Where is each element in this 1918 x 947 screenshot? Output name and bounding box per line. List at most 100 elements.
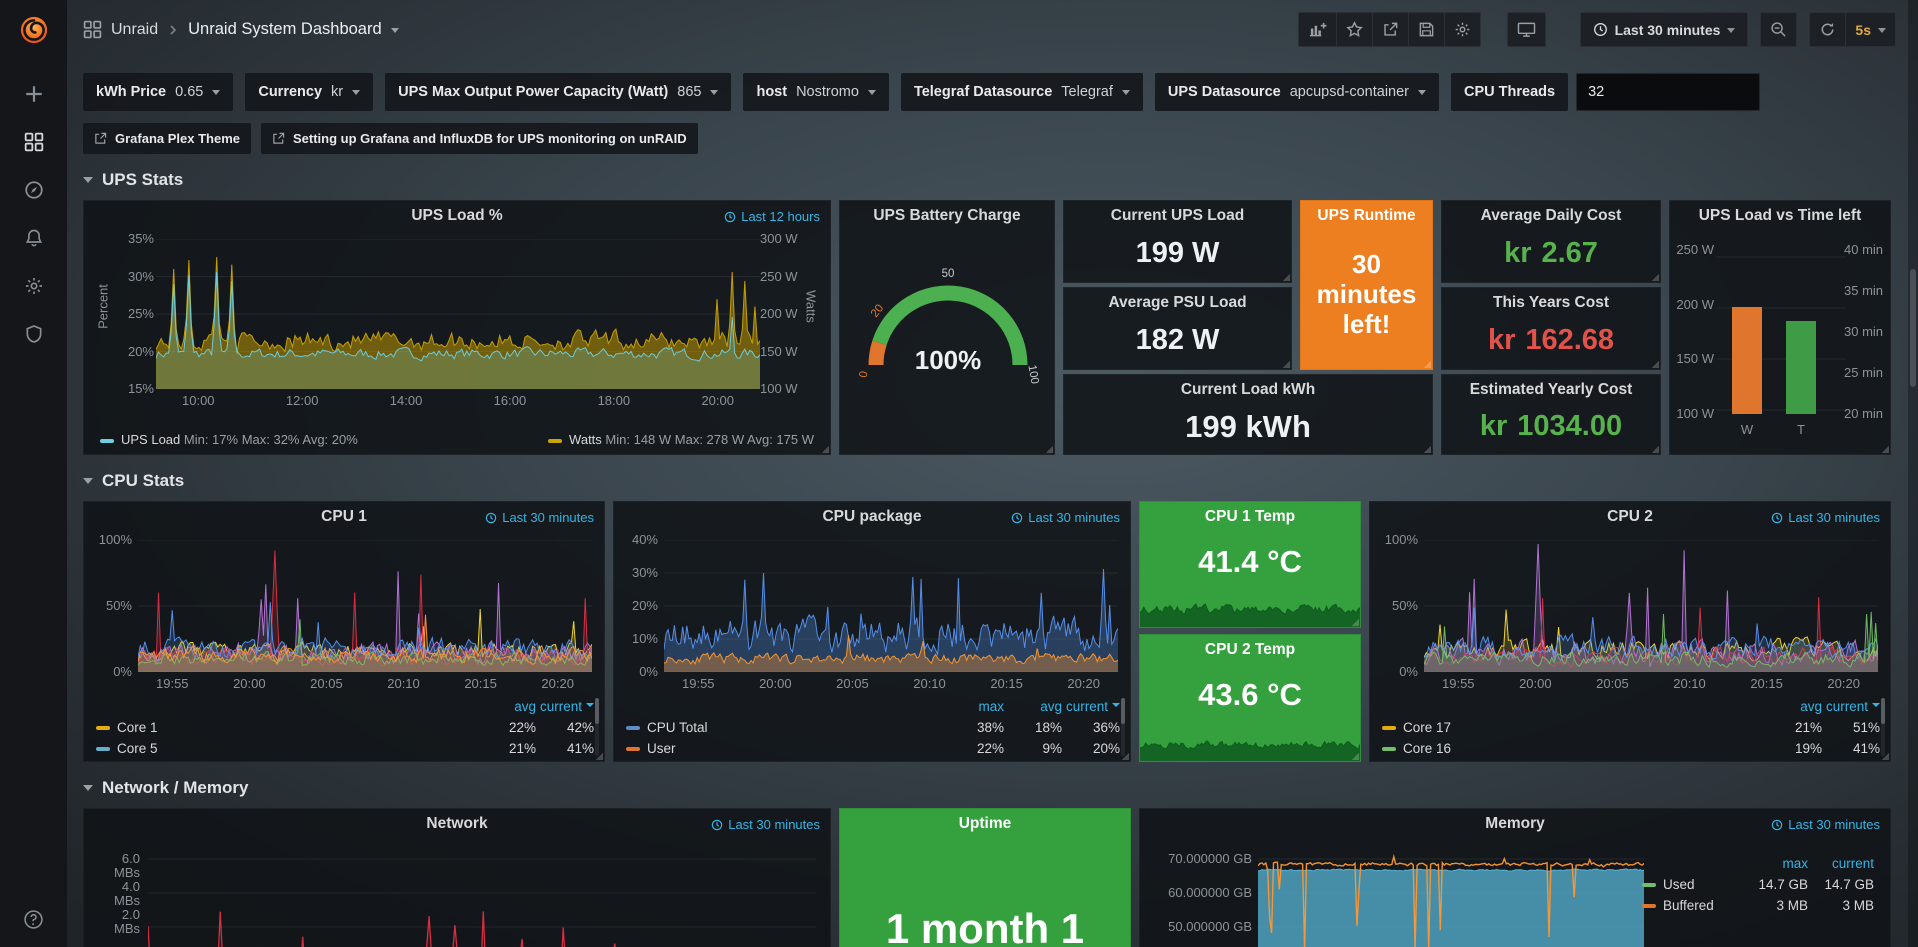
panel-title[interactable]: Current Load kWh	[1180, 381, 1316, 398]
panel-average-psu-load: Average PSU Load 182 W	[1063, 287, 1292, 370]
help-button[interactable]	[23, 909, 44, 933]
legend-scrollbar[interactable]	[1881, 698, 1885, 756]
variable-currency[interactable]: Currency kr	[245, 73, 374, 111]
share-button[interactable]	[1371, 12, 1409, 47]
panel-cpu-package: CPU package Last 30 minutes 40% 30% 20% 10%…	[613, 501, 1131, 762]
legend-series-name[interactable]: Used	[1663, 877, 1695, 892]
legend-series-name[interactable]: Watts	[569, 432, 602, 447]
series-swatch	[1382, 746, 1396, 751]
panel-title[interactable]: CPU package	[822, 508, 922, 525]
dashboard-settings-button[interactable]	[1443, 12, 1481, 47]
link-ups-monitoring-guide[interactable]: Setting up Grafana and InfluxDB for UPS …	[261, 123, 698, 154]
panel-title[interactable]: Estimated Yearly Cost	[1469, 381, 1633, 398]
cpu1-chart[interactable]	[138, 540, 592, 672]
panel-title[interactable]: CPU 1	[321, 508, 367, 525]
series-swatch	[96, 725, 110, 730]
cpu-package-chart[interactable]	[664, 540, 1118, 672]
panel-title[interactable]: This Years Cost	[1492, 294, 1609, 311]
dashboards-button[interactable]	[22, 130, 46, 154]
breadcrumb-app[interactable]: Unraid	[111, 20, 159, 38]
variable-ups-max-output[interactable]: UPS Max Output Power Capacity (Watt) 865	[385, 73, 732, 111]
zoom-out-button[interactable]	[1760, 12, 1798, 47]
scrollbar-thumb[interactable]	[1910, 269, 1916, 387]
y-axis-label-right: Watts	[803, 290, 819, 323]
cpu-threads-input[interactable]	[1576, 73, 1761, 111]
panel-ups-battery-charge: UPS Battery Charge 0 20 50 100 100%	[839, 200, 1055, 455]
legend-series-name[interactable]: Buffered	[1663, 898, 1714, 913]
chevron-down-icon	[83, 478, 93, 489]
legend-col-avg[interactable]: avg	[514, 699, 536, 714]
panel-title[interactable]: CPU 1 Temp	[1204, 508, 1296, 525]
ups-bar-chart[interactable]	[1716, 246, 1846, 414]
legend-series-name[interactable]: CPU Total	[647, 720, 708, 735]
variable-host[interactable]: host Nostromo	[743, 73, 889, 111]
legend-row: Core 16 19% 41%	[1382, 738, 1880, 759]
legend-scrollbar[interactable]	[595, 698, 599, 756]
legend-col-current[interactable]: current	[1831, 856, 1874, 871]
panel-title[interactable]: Average PSU Load	[1108, 294, 1247, 311]
network-chart[interactable]	[148, 847, 816, 947]
variable-telegraf-datasource[interactable]: Telegraf Datasource Telegraf	[900, 73, 1143, 111]
panel-title[interactable]: Memory	[1485, 815, 1545, 832]
panel-title[interactable]: UPS Load %	[411, 207, 503, 224]
panel-title[interactable]: Network	[426, 815, 488, 832]
alerting-button[interactable]	[22, 226, 46, 250]
server-admin-button[interactable]	[22, 322, 46, 346]
legend-series-name[interactable]: User	[647, 741, 676, 756]
cycle-view-button[interactable]	[1506, 12, 1546, 47]
panel-estimated-yearly-cost: Estimated Yearly Cost kr 1034.00	[1441, 374, 1661, 455]
refresh-interval-picker[interactable]: 5s	[1845, 12, 1896, 47]
gauge-value: 100%	[915, 345, 982, 375]
legend-scrollbar[interactable]	[1121, 698, 1125, 756]
legend-col-current[interactable]: current	[1062, 699, 1120, 714]
legend-series-name[interactable]: Core 1	[117, 720, 158, 735]
chevron-down-icon[interactable]	[390, 27, 399, 37]
panel-title[interactable]: CPU 2 Temp	[1204, 641, 1296, 658]
create-button[interactable]	[22, 82, 46, 106]
explore-button[interactable]	[22, 178, 46, 202]
section-ups-stats[interactable]: UPS Stats	[67, 154, 1918, 200]
legend-table: avg current Core 1 22% 42% Core 5 21% 41%	[96, 696, 594, 759]
series-swatch	[548, 438, 563, 443]
save-button[interactable]	[1407, 12, 1445, 47]
legend-series-name[interactable]: UPS Load	[121, 432, 181, 447]
legend-col-max[interactable]: max	[978, 699, 1004, 714]
panel-title[interactable]: UPS Runtime	[1317, 207, 1416, 224]
battery-gauge: 0 20 50 100 100%	[858, 268, 1041, 385]
legend-col-avg[interactable]: avg	[1040, 699, 1062, 714]
series-swatch	[96, 746, 110, 751]
add-panel-button[interactable]	[1297, 12, 1337, 47]
panel-current-load-kwh: Current Load kWh 199 kWh	[1063, 374, 1433, 455]
refresh-group: 5s	[1809, 12, 1896, 47]
panel-title[interactable]: UPS Battery Charge	[873, 207, 1021, 224]
legend-col-avg[interactable]: avg	[1800, 699, 1822, 714]
panel-title[interactable]: Average Daily Cost	[1480, 207, 1622, 224]
legend-series-name[interactable]: Core 16	[1403, 741, 1452, 756]
time-range-picker[interactable]: Last 30 minutes	[1579, 12, 1749, 47]
legend-col-current[interactable]: current	[1822, 699, 1880, 714]
stat-value: 199 kWh	[1185, 408, 1311, 444]
link-grafana-plex-theme[interactable]: Grafana Plex Theme	[83, 123, 251, 154]
variable-kwh-price[interactable]: kWh Price 0.65	[83, 73, 234, 111]
panel-title[interactable]: UPS Load vs Time left	[1698, 207, 1862, 224]
legend-col-max[interactable]: max	[1782, 856, 1808, 871]
panel-title[interactable]: Uptime	[958, 815, 1012, 832]
legend-series-name[interactable]: Core 5	[117, 741, 158, 756]
panel-title[interactable]: CPU 2	[1607, 508, 1653, 525]
ups-load-chart[interactable]	[156, 239, 760, 389]
configuration-button[interactable]	[22, 274, 46, 298]
bar-label-w: W	[1740, 422, 1754, 437]
breadcrumb-title[interactable]: Unraid System Dashboard	[188, 20, 382, 38]
chevron-down-icon	[867, 90, 876, 99]
grafana-logo[interactable]	[16, 12, 52, 48]
variable-ups-datasource[interactable]: UPS Datasource apcupsd-container	[1154, 73, 1440, 111]
star-button[interactable]	[1335, 12, 1373, 47]
legend-series-name[interactable]: Core 17	[1403, 720, 1452, 735]
section-cpu-stats[interactable]: CPU Stats	[67, 455, 1918, 501]
memory-chart[interactable]	[1258, 847, 1644, 947]
cpu2-chart[interactable]	[1424, 540, 1878, 672]
legend-col-current[interactable]: current	[536, 699, 594, 714]
refresh-button[interactable]	[1809, 12, 1847, 47]
panel-title[interactable]: Current UPS Load	[1110, 207, 1245, 224]
section-network-memory[interactable]: Network / Memory	[67, 762, 1918, 808]
